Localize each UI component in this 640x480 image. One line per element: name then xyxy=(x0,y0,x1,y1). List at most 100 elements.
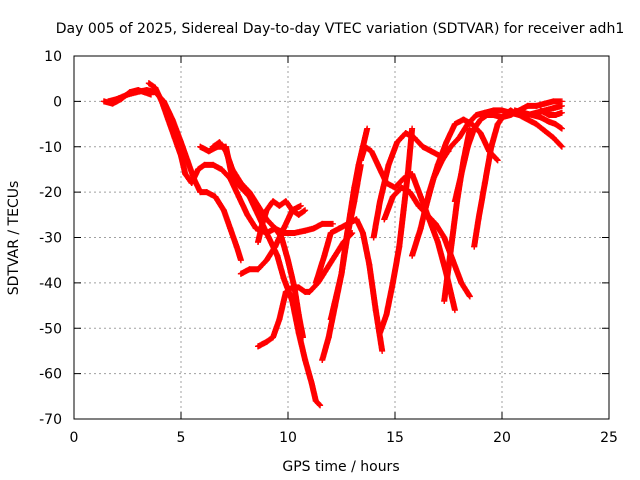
data-point xyxy=(550,105,557,112)
y-tick-label: -10 xyxy=(39,140,62,156)
data-point xyxy=(295,284,302,291)
series-trace xyxy=(327,163,364,323)
data-point xyxy=(475,216,482,223)
data-point xyxy=(289,284,296,291)
data-point xyxy=(374,161,381,168)
data-point xyxy=(263,257,270,264)
data-point xyxy=(351,198,358,205)
data-point xyxy=(447,143,454,150)
data-point xyxy=(270,198,277,205)
data-point xyxy=(323,266,330,273)
data-point xyxy=(188,180,195,187)
data-point xyxy=(255,239,262,246)
x-tick-label: 0 xyxy=(70,430,79,446)
data-point xyxy=(235,193,242,200)
data-point xyxy=(451,121,458,128)
data-point xyxy=(533,121,540,128)
data-point xyxy=(182,170,189,177)
data-point xyxy=(210,143,217,150)
data-point xyxy=(218,166,225,173)
series-trace xyxy=(471,107,565,250)
data-point xyxy=(276,316,283,323)
data-point xyxy=(441,298,448,305)
data-point xyxy=(295,211,302,218)
data-point xyxy=(184,157,191,164)
data-point xyxy=(389,193,396,200)
data-point xyxy=(302,227,309,234)
data-point xyxy=(481,180,488,187)
data-point xyxy=(362,143,369,150)
data-point xyxy=(255,343,262,350)
y-tick-label: -70 xyxy=(39,412,62,428)
data-point xyxy=(282,198,289,205)
y-tick-label: 10 xyxy=(44,49,62,65)
data-point xyxy=(312,397,319,404)
data-point xyxy=(417,193,424,200)
data-markers xyxy=(100,80,565,409)
x-tick-label: 20 xyxy=(493,430,511,446)
data-point xyxy=(327,229,334,236)
series-arc-11 xyxy=(327,161,364,323)
data-point xyxy=(302,207,309,214)
data-point xyxy=(145,80,152,87)
data-point xyxy=(274,252,281,259)
data-point xyxy=(404,170,411,177)
data-point xyxy=(421,207,428,214)
data-point xyxy=(216,139,223,146)
data-point xyxy=(377,198,384,205)
data-point xyxy=(528,111,535,118)
data-point xyxy=(524,116,531,123)
data-point xyxy=(357,157,364,164)
series-arc-21 xyxy=(511,107,565,132)
data-point xyxy=(233,243,240,250)
data-point xyxy=(255,202,262,209)
data-point xyxy=(537,107,544,114)
data-point xyxy=(302,357,309,364)
data-point xyxy=(415,202,422,209)
data-point xyxy=(396,243,403,250)
data-point xyxy=(558,125,565,132)
data-point xyxy=(308,379,315,386)
data-point xyxy=(458,279,465,286)
data-point xyxy=(336,225,343,232)
data-point xyxy=(456,134,463,141)
series-arc-03 xyxy=(145,80,336,236)
y-axis-label: SDTVAR / TECUs xyxy=(6,181,22,296)
data-point xyxy=(332,252,339,259)
data-point xyxy=(473,111,480,118)
data-point xyxy=(171,134,178,141)
data-point xyxy=(237,257,244,264)
data-point xyxy=(428,148,435,155)
data-point xyxy=(441,234,448,241)
series-trace xyxy=(145,80,335,236)
data-point xyxy=(394,139,401,146)
data-point xyxy=(392,184,398,191)
data-point xyxy=(124,91,131,98)
data-point xyxy=(237,270,244,277)
data-point xyxy=(299,334,306,341)
data-point xyxy=(477,130,484,137)
data-point xyxy=(511,107,518,114)
data-point xyxy=(417,225,424,232)
data-point xyxy=(255,266,262,273)
data-point xyxy=(280,275,287,282)
data-point xyxy=(297,202,304,209)
series-arc-02 xyxy=(105,87,244,264)
data-point xyxy=(541,100,548,107)
y-tick-label: -50 xyxy=(39,321,62,337)
data-point xyxy=(325,334,332,341)
series-trace xyxy=(377,126,415,336)
data-point xyxy=(550,134,557,141)
data-point xyxy=(289,207,296,214)
data-point xyxy=(152,84,159,91)
data-point xyxy=(158,98,165,105)
data-point xyxy=(451,307,458,314)
series-arc-04 xyxy=(197,143,324,409)
data-point xyxy=(327,316,334,323)
data-point xyxy=(317,402,324,409)
data-point xyxy=(494,121,501,128)
data-point xyxy=(263,338,270,345)
data-point xyxy=(490,111,497,118)
data-point xyxy=(321,252,328,259)
x-axis-label: GPS time / hours xyxy=(282,459,399,475)
